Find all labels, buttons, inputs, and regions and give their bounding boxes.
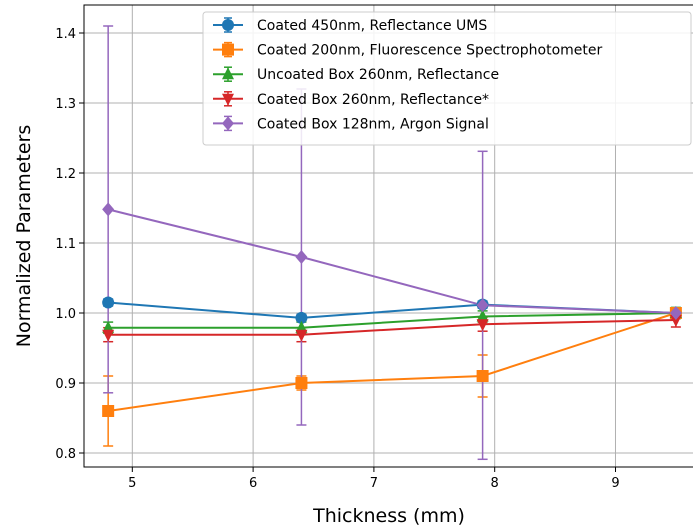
y-tick-label: 1.0 [55, 307, 76, 322]
x-tick-label: 7 [370, 476, 378, 491]
data-point [295, 311, 308, 324]
markers [102, 202, 682, 417]
data-point [476, 298, 489, 313]
legend: Coated 450nm, Reflectance UMS Coated 200n… [202, 11, 692, 146]
y-tick-label: 1.1 [55, 237, 76, 252]
y-tick-label: 0.9 [55, 377, 76, 392]
x-tick-label: 6 [249, 476, 257, 491]
data-point [476, 309, 489, 322]
y-tick-label: 1.4 [55, 27, 76, 42]
x-tick-label: 9 [611, 476, 619, 491]
plot-frame [83, 4, 693, 468]
legend-label: Uncoated Box 260nm, Reflectance [257, 67, 499, 83]
data-point [476, 370, 489, 382]
series-line [107, 208, 676, 314]
y-tick-label: 1.2 [55, 167, 76, 182]
legend-label: Coated Box 128nm, Argon Signal [257, 116, 489, 132]
data-point [102, 329, 115, 342]
data-point [295, 377, 308, 389]
data-point [102, 202, 115, 217]
legend-label: Coated 200nm, Fluorescence Spectrophotom… [257, 43, 602, 59]
legend-marker [222, 19, 234, 31]
y-tick-label: 0.8 [55, 447, 76, 462]
series-lines [107, 208, 677, 412]
y-tick-label: 1.3 [55, 97, 76, 112]
series-line [108, 319, 676, 336]
legend-label: Coated 450nm, Reflectance UMS [257, 18, 487, 34]
x-axis-label: Thickness (mm) [312, 505, 465, 527]
legend-label: Coated Box 260nm, Reflectance* [257, 92, 489, 108]
series-line [108, 312, 677, 412]
data-point [295, 250, 308, 264]
data-point [669, 315, 682, 327]
series-line [108, 312, 676, 329]
legend-marker [222, 116, 234, 131]
legend-marker [222, 93, 234, 106]
data-point [102, 405, 115, 417]
legend-box [202, 11, 692, 146]
data-point [476, 319, 489, 332]
data-point [669, 306, 682, 320]
y-axis-label: Normalized Parameters [13, 125, 35, 348]
y-ticks: 0.8 0.9 1.0 1.1 1.2 1.3 1.4 [55, 27, 84, 462]
legend-marker [222, 43, 234, 56]
legend-marker [222, 67, 234, 80]
data-point [102, 296, 115, 309]
x-tick-label: 5 [128, 476, 136, 491]
x-tick-label: 8 [491, 476, 499, 491]
data-point [295, 329, 308, 342]
x-ticks: 5 6 7 8 9 [128, 467, 620, 491]
